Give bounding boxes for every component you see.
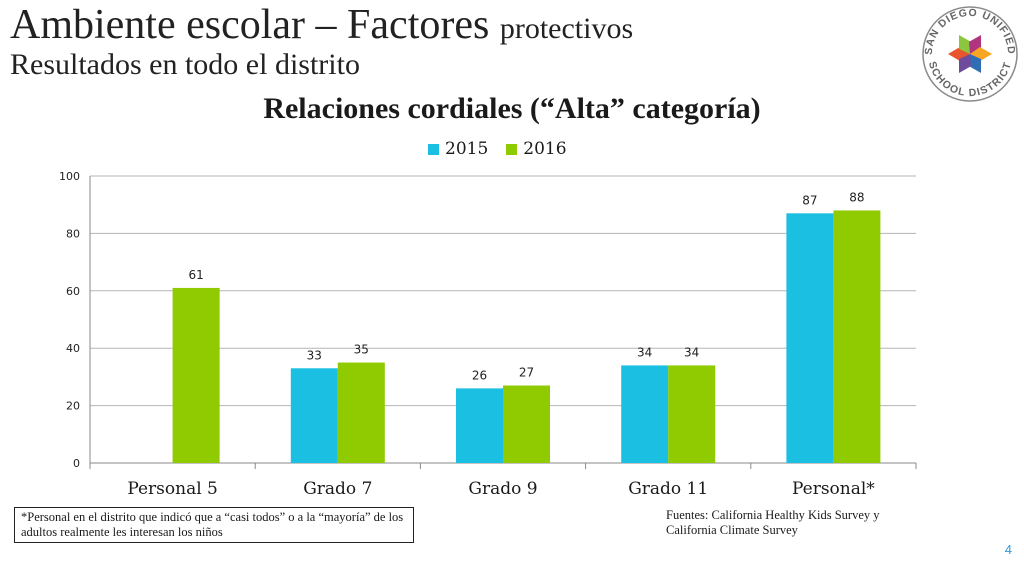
- x-tick-label: Grado 11: [628, 479, 708, 499]
- data-label: 26: [472, 368, 487, 382]
- star-petals-icon: [948, 34, 992, 74]
- y-tick-label: 60: [66, 285, 80, 298]
- data-label: 35: [354, 343, 369, 357]
- y-tick-label: 0: [73, 457, 80, 470]
- bar-2015-grado-9: [456, 388, 503, 463]
- bar-2015-personal-: [786, 213, 834, 463]
- page-title-main: Ambiente escolar – Factores: [10, 2, 490, 48]
- bar-2015-grado-7: [290, 368, 338, 463]
- y-tick-label: 80: [66, 227, 80, 240]
- y-tick-label: 100: [59, 170, 80, 183]
- bar-2016-grado-9: [503, 385, 550, 463]
- sources-note: Fuentes: California Healthy Kids Survey …: [666, 508, 880, 537]
- district-logo: SAN DIEGO UNIFIED SCHOOL DISTRICT: [922, 6, 1018, 102]
- data-label: 34: [684, 345, 699, 359]
- legend-item-2016: 2016: [506, 139, 567, 159]
- data-label: 88: [849, 190, 864, 204]
- legend-swatch-2016: [506, 143, 518, 155]
- y-tick-label: 20: [66, 400, 80, 413]
- chart-title: Relaciones cordiales (“Alta” categoría): [263, 92, 761, 125]
- bar-2016-personal-5: [172, 287, 220, 463]
- bar-2016-personal-: [833, 210, 881, 463]
- legend-item-2015: 2015: [428, 139, 488, 159]
- x-tick-label: Grado 9: [468, 479, 537, 499]
- logo-petal: [968, 54, 982, 74]
- x-tick-label: Personal*: [792, 479, 875, 499]
- logo-ring: [922, 6, 1018, 102]
- logo-petal: [958, 34, 972, 54]
- bar-2016-grado-11: [668, 365, 716, 463]
- data-label: 33: [307, 348, 322, 362]
- bar-2015-grado-11: [621, 365, 669, 463]
- chart-legend: 2015 2016: [428, 138, 567, 160]
- x-tick-label: Grado 7: [303, 479, 372, 499]
- y-tick-label: 40: [66, 342, 80, 355]
- logo-petal: [958, 54, 972, 74]
- page-title: Ambiente escolar – Factores protectivos: [10, 2, 633, 52]
- bar-2016-grado-7: [337, 362, 385, 463]
- legend-swatch-2015: [428, 143, 439, 155]
- data-label: 27: [519, 366, 534, 380]
- legend-label-2016: 2016: [523, 139, 567, 159]
- page-subtitle: Resultados en todo el distrito: [10, 48, 360, 81]
- page-number: 4: [1004, 542, 1012, 557]
- data-label: 87: [802, 193, 817, 207]
- x-tick-label: Personal 5: [127, 479, 218, 499]
- data-label: 34: [637, 345, 652, 359]
- page-title-small: protectivos: [499, 12, 634, 45]
- legend-label-2015: 2015: [445, 139, 489, 159]
- footnote-box: *Personal en el distrito que indicó que …: [14, 507, 414, 543]
- data-label: 61: [188, 268, 203, 282]
